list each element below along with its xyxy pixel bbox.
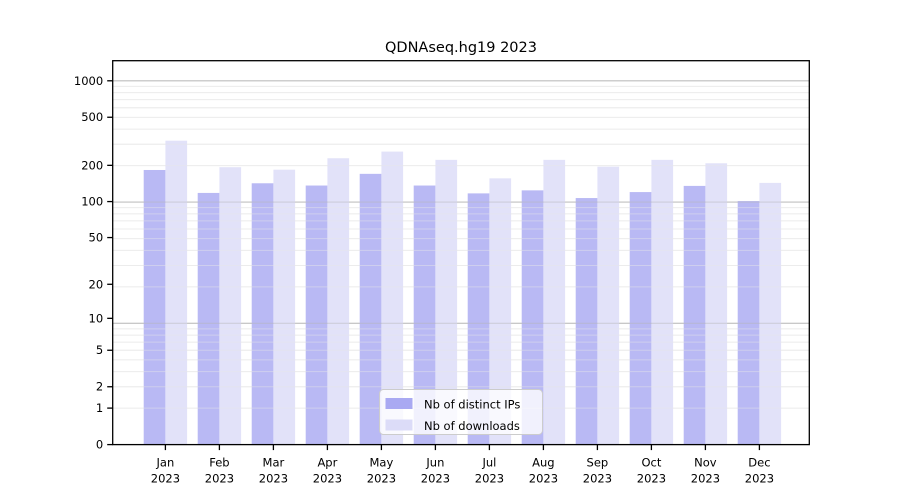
bar-distinct-ips-jun <box>413 185 436 445</box>
bar-distinct-ips-nov <box>683 185 706 445</box>
bar-downloads-dec <box>759 182 782 445</box>
x-tick-label-year: 2023 <box>151 472 180 486</box>
x-axis: Jan 2023 Feb 2023 Mar 2023 Apr 2023 May 2023 Jun 20… <box>151 444 774 486</box>
bar-downloads-aug <box>543 159 566 445</box>
legend-swatch-downloads <box>385 419 413 431</box>
y-tick-label: 200 <box>81 158 103 172</box>
y-tick-label: 1000 <box>74 74 103 88</box>
plot-border <box>112 60 810 446</box>
x-tick-label-month: Oct <box>641 456 661 470</box>
legend-box <box>379 389 543 435</box>
y-tick-label: 20 <box>89 277 104 291</box>
x-tick-label-month: Mar <box>263 456 285 470</box>
y-axis: 0 1 2 5 10 20 50 100 200 500 1000 <box>74 74 113 452</box>
gridlines-overlay <box>112 80 810 409</box>
bar-distinct-ips-mar <box>251 183 274 445</box>
x-tick-label-month: Sep <box>587 456 609 470</box>
y-tick-label: 50 <box>89 231 104 245</box>
x-tick-label-year: 2023 <box>259 472 288 486</box>
bar-distinct-ips-jul <box>467 193 490 445</box>
bar-downloads-jul <box>489 178 512 445</box>
bar-downloads-mar <box>273 169 296 445</box>
bar-distinct-ips-apr <box>305 185 328 445</box>
x-tick-label-year: 2023 <box>637 472 666 486</box>
x-tick-label-year: 2023 <box>691 472 720 486</box>
bar-downloads-oct <box>651 159 674 445</box>
bar-distinct-ips-oct <box>629 192 652 445</box>
x-tick-label-year: 2023 <box>421 472 450 486</box>
legend-label-downloads: Nb of downloads <box>424 419 520 433</box>
bars-group <box>143 140 782 445</box>
bar-distinct-ips-sep <box>575 198 598 445</box>
bar-distinct-ips-aug <box>521 190 544 445</box>
y-tick-label: 500 <box>81 110 103 124</box>
x-tick-label-year: 2023 <box>367 472 396 486</box>
x-tick-label-year: 2023 <box>475 472 504 486</box>
x-tick-label-year: 2023 <box>205 472 234 486</box>
y-tick-label: 10 <box>89 311 104 325</box>
x-tick-label-month: May <box>370 456 394 470</box>
bar-distinct-ips-may <box>359 173 382 445</box>
x-tick-label-month: Feb <box>209 456 229 470</box>
bar-downloads-feb <box>219 167 242 445</box>
y-tick-label: 2 <box>96 380 103 394</box>
bar-distinct-ips-feb <box>197 192 220 445</box>
y-tick-label: 0 <box>96 438 103 452</box>
chart-title: QDNAseq.hg19 2023 <box>385 40 537 56</box>
x-tick-label-year: 2023 <box>529 472 558 486</box>
x-tick-label-month: Dec <box>748 456 770 470</box>
bar-downloads-jun <box>435 159 458 445</box>
bar-distinct-ips-jan <box>143 169 166 445</box>
x-tick-label-month: Aug <box>532 456 554 470</box>
x-tick-label-month: Jul <box>481 456 496 470</box>
y-tick-label: 100 <box>81 195 103 209</box>
y-tick-label: 5 <box>96 343 103 357</box>
legend-swatch-distinct-ips <box>385 398 413 409</box>
bar-downloads-apr <box>327 158 350 445</box>
bar-downloads-sep <box>597 166 620 445</box>
x-tick-label-year: 2023 <box>745 472 774 486</box>
legend-label-distinct-ips: Nb of distinct IPs <box>424 398 520 412</box>
x-tick-label-month: Jan <box>156 456 175 470</box>
x-tick-label-month: Jun <box>425 456 444 470</box>
x-tick-label-month: Apr <box>317 456 337 470</box>
x-tick-label-year: 2023 <box>583 472 612 486</box>
bar-downloads-nov <box>705 163 728 445</box>
x-tick-label-year: 2023 <box>313 472 342 486</box>
bar-downloads-may <box>381 151 404 445</box>
x-tick-label-month: Nov <box>694 456 717 470</box>
bar-downloads-jan <box>165 140 188 445</box>
legend: Nb of distinct IPs Nb of downloads <box>379 389 543 435</box>
y-tick-label: 1 <box>96 401 103 415</box>
bar-distinct-ips-dec <box>737 201 760 445</box>
